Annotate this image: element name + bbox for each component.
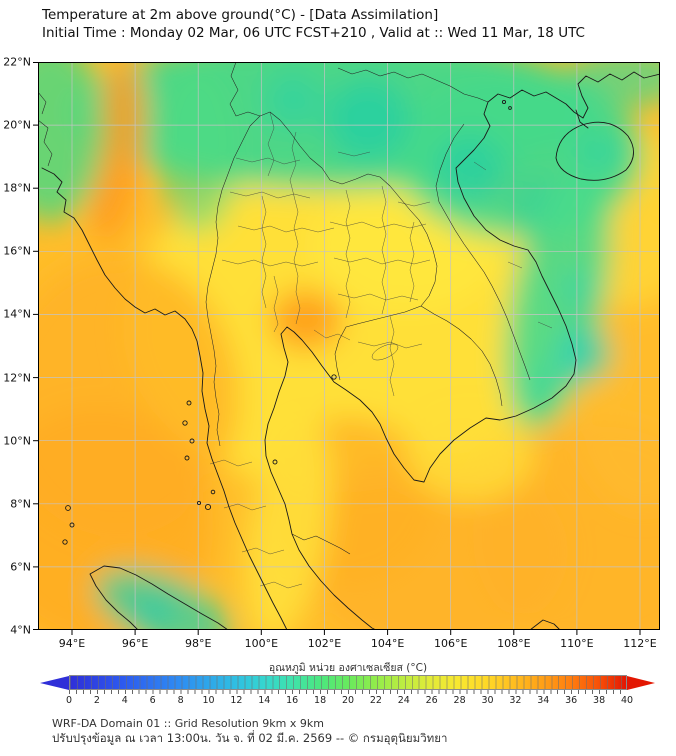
colorbar-tick-label: 36 <box>565 695 578 706</box>
colorbar-tick-label: 26 <box>425 695 438 706</box>
colorbar-gradient <box>40 675 655 690</box>
temperature-field <box>38 62 660 630</box>
province-borders <box>209 111 553 589</box>
lon-tick-label: 100°E <box>244 637 279 650</box>
colorbar-tick-label: 28 <box>453 695 466 706</box>
header: Temperature at 2m above ground(°C) - [Da… <box>42 6 585 42</box>
colorbar-label: อุณหภูมิ หน่วย องศาเซลเซียส (°C) <box>268 662 428 674</box>
colorbar-tick-label: 2 <box>93 695 100 706</box>
lon-tick-label: 96°E <box>121 637 149 650</box>
lat-tick-label: 18°N <box>3 181 31 195</box>
lon-tick-label: 102°E <box>307 637 342 650</box>
colorbar-tick-label: 38 <box>593 695 606 706</box>
colorbar-tick-label: 0 <box>65 695 73 706</box>
colorbar-tick-label: 24 <box>397 695 410 706</box>
lon-tick-label: 98°E <box>184 637 212 650</box>
colorbar-tick-label: 30 <box>481 695 494 706</box>
axis-ticks <box>33 62 641 635</box>
temperature-map <box>33 62 660 635</box>
page-title: Temperature at 2m above ground(°C) - [Da… <box>42 7 439 23</box>
colorbar-tick-label: 18 <box>314 695 327 706</box>
colorbar-max-arrow <box>627 675 655 690</box>
lat-tick-label: 16°N <box>3 244 31 258</box>
colorbar-bar <box>69 675 627 690</box>
colorbar-tick-label: 14 <box>258 695 271 706</box>
lat-tick-label: 22°N <box>3 55 31 69</box>
lon-tick-label: 104°E <box>370 637 405 650</box>
colorbar-tick-label: 8 <box>177 695 184 706</box>
lat-tick-label: 6°N <box>10 560 31 574</box>
colorbar-tick-label: 10 <box>202 695 215 706</box>
colorbar-tick-label: 16 <box>286 695 299 706</box>
colorbar-tick-label: 40 <box>620 695 634 706</box>
footer-update-info: ปรับปรุงข้อมูล ณ เวลา 13:00น. วัน จ. ที่… <box>52 731 448 745</box>
country-borders <box>38 62 531 555</box>
lon-tick-label: 110°E <box>560 637 594 650</box>
lat-tick-label: 14°N <box>3 307 31 321</box>
coastlines <box>41 71 660 630</box>
colorbar-tick-label: 12 <box>230 695 243 706</box>
colorbar-tick-label: 4 <box>121 695 128 706</box>
gridlines <box>38 62 660 630</box>
colorbar-tick-label: 32 <box>509 695 522 706</box>
footer-domain-info: WRF-DA Domain 01 :: Grid Resolution 9km … <box>52 717 324 730</box>
lat-tick-label: 8°N <box>10 497 31 511</box>
lon-tick-label: 94°E <box>58 637 86 650</box>
map-panel: 22°N 20°N 18°N 16°N 14°N 12°N 10°N 8°N 6… <box>3 56 660 650</box>
footer: WRF-DA Domain 01 :: Grid Resolution 9km … <box>52 716 447 746</box>
lon-tick-label: 106°E <box>433 637 468 650</box>
colorbar-ticks <box>69 690 627 694</box>
map-frame <box>38 62 660 630</box>
colorbar-tick-label: 6 <box>149 695 156 706</box>
lat-tick-label: 10°N <box>3 434 31 448</box>
page-subtitle: Initial Time : Monday 02 Mar, 06 UTC FCS… <box>42 25 585 41</box>
lon-tick-label: 112°E <box>623 637 657 650</box>
colorbar-tick-labels: 0 2 4 6 8 10 12 14 16 18 20 22 24 26 28 … <box>65 695 633 707</box>
colorbar-tick-label: 34 <box>537 695 550 706</box>
lat-tick-label: 12°N <box>3 371 31 385</box>
colorbar-tick-label: 20 <box>341 695 355 706</box>
colorbar-tick-label: 22 <box>369 695 382 706</box>
colorbar-min-arrow <box>40 675 69 690</box>
lat-tick-label: 4°N <box>10 623 31 637</box>
lat-tick-label: 20°N <box>3 118 31 132</box>
lon-tick-label: 108°E <box>497 637 531 650</box>
